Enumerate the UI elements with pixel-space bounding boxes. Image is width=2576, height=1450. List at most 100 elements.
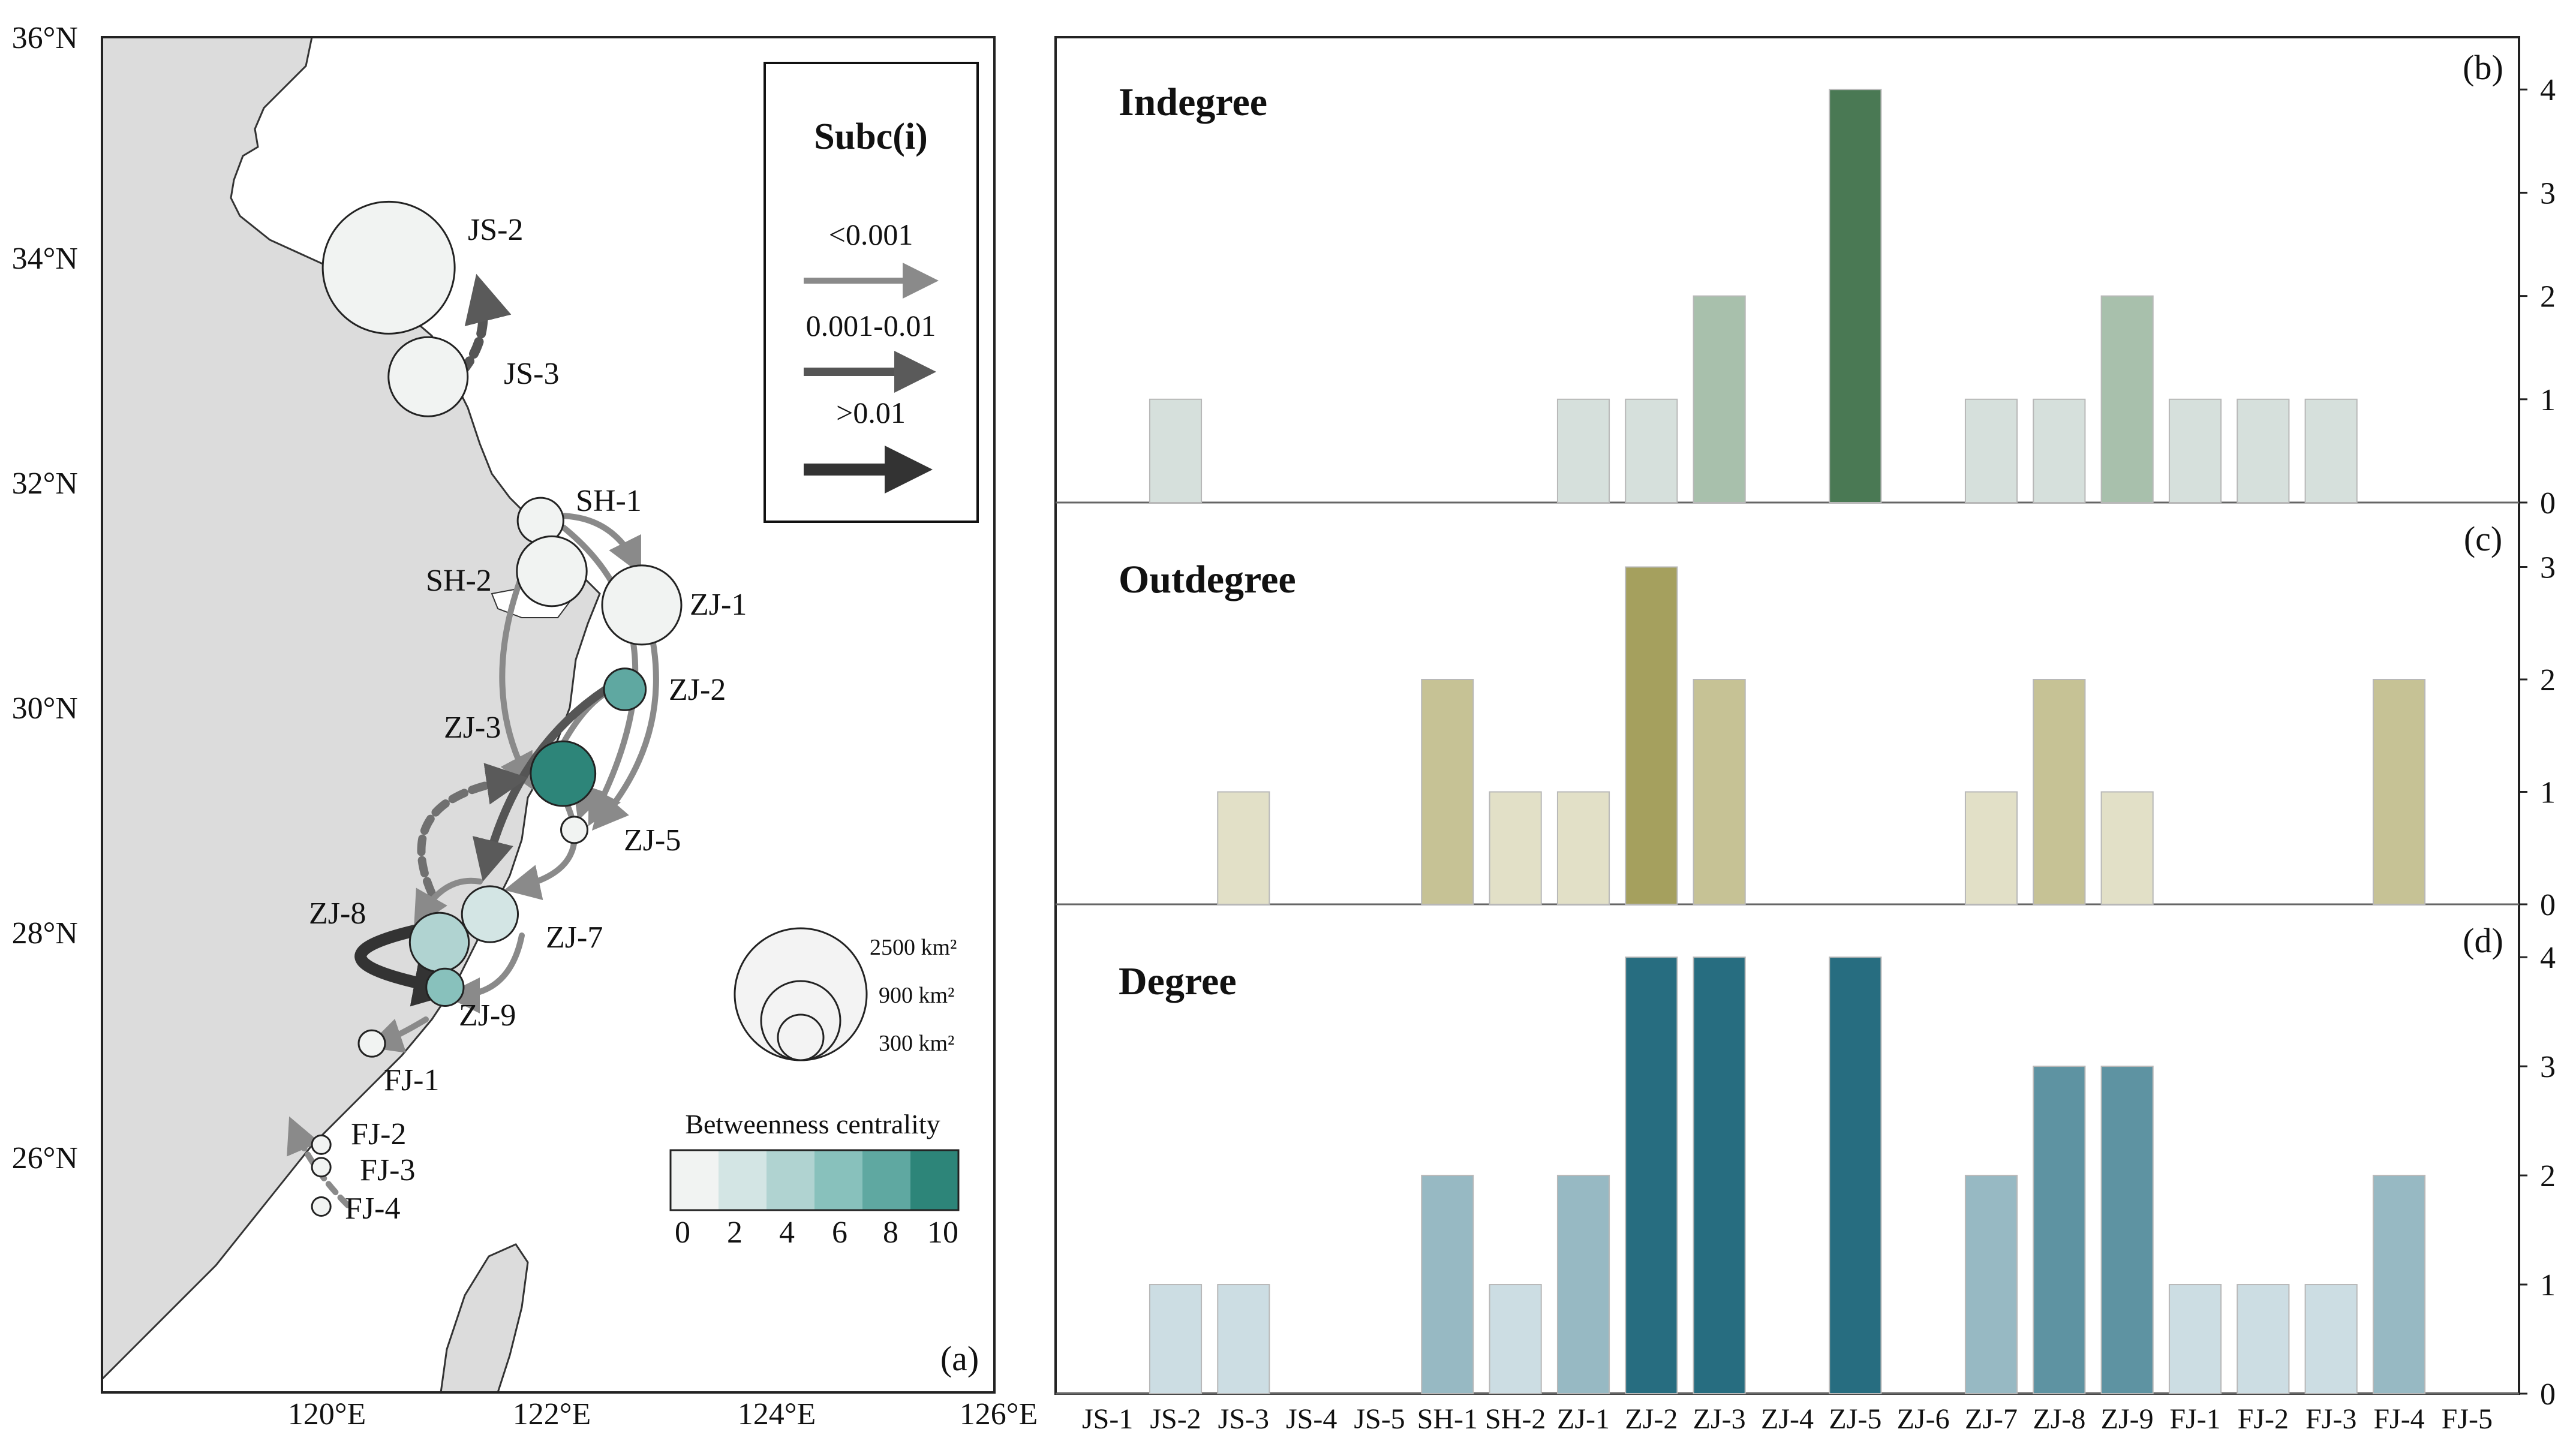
colorbar-cell — [814, 1150, 862, 1210]
panel-label: (b) — [2463, 48, 2503, 87]
x-tick-label: ZJ-8 — [2033, 1403, 2085, 1435]
bar-js-2 — [1149, 398, 1203, 503]
lat-label: 34°N — [12, 242, 78, 276]
node-zj-1 — [601, 564, 683, 646]
arrow-zj2-zj8 — [472, 685, 610, 882]
x-tick-label: ZJ-6 — [1897, 1403, 1950, 1435]
colorbar-cell — [719, 1150, 767, 1210]
node-zj-2 — [603, 667, 647, 711]
x-tick-label: JS-1 — [1082, 1403, 1133, 1435]
x-tick-label: ZJ-3 — [1693, 1403, 1746, 1435]
node-label: ZJ-5 — [624, 823, 681, 858]
lat-label: 28°N — [12, 916, 78, 950]
colorbar-tick: 0 — [675, 1216, 690, 1250]
bar-panels: 0 1 2 3 4 Indegree (b) 0 1 2 3 Outdegree (c) 0 1 2 3 4 Deg… — [1054, 36, 2556, 1435]
bar-zj-5 — [1829, 956, 1882, 1394]
node-label: ZJ-2 — [669, 673, 726, 707]
node-label: FJ-2 — [351, 1117, 406, 1151]
node-js-3 — [387, 336, 469, 417]
bar-fj-2 — [2237, 398, 2290, 503]
x-tick-label: FJ-3 — [2306, 1403, 2356, 1435]
bar-zj-3 — [1693, 956, 1746, 1394]
chart-title: Indegree — [1119, 80, 1267, 124]
bar-frame — [1054, 36, 2520, 1395]
node-label: ZJ-9 — [459, 998, 516, 1033]
lat-label: 26°N — [12, 1141, 78, 1175]
y-tick-label: 2 — [2540, 280, 2556, 314]
colorbar-tick: 10 — [927, 1216, 958, 1250]
node-zj-7 — [461, 885, 519, 943]
node-label: JS-2 — [468, 213, 523, 247]
node-fj-2 — [311, 1134, 332, 1155]
size-legend: 2500 km² 900 km² 300 km² — [734, 927, 957, 1061]
bar-zj-7 — [1964, 791, 2018, 905]
bar-zj-1 — [1556, 398, 1610, 503]
x-tick-label: JS-3 — [1218, 1403, 1269, 1435]
x-tick-label: ZJ-2 — [1625, 1403, 1678, 1435]
chart-title: Degree — [1119, 959, 1237, 1003]
x-tick-label: FJ-1 — [2169, 1403, 2220, 1435]
bar-zj-5 — [1829, 89, 1882, 504]
x-tick-label: ZJ-7 — [1965, 1403, 2018, 1435]
arrow-zj8-zj9 — [354, 923, 462, 1007]
y-tick-label: 4 — [2540, 941, 2556, 975]
y-tick-label: 1 — [2540, 1268, 2556, 1302]
y-tick-label: 0 — [2540, 1377, 2556, 1412]
node-label: ZJ-7 — [546, 920, 603, 955]
node-js-2 — [321, 200, 456, 335]
x-tick-label: ZJ-9 — [2101, 1403, 2154, 1435]
colorbar-tick: 4 — [779, 1216, 795, 1250]
lon-label: 126°E — [960, 1397, 1038, 1431]
bar-zj-2 — [1625, 956, 1678, 1394]
y-tick-label: 1 — [2540, 383, 2556, 417]
bar-zj-8 — [2033, 398, 2086, 503]
colorbar-cell — [862, 1150, 910, 1210]
node-label: ZJ-8 — [309, 897, 366, 931]
arrow-zj7-zj8 — [414, 877, 483, 928]
bar-zj-9 — [2100, 791, 2154, 905]
node-label: SH-1 — [576, 484, 642, 518]
taiwan-island — [440, 1243, 529, 1394]
bar-sh-2 — [1489, 791, 1542, 905]
arrow-sh1-zj5 — [561, 525, 639, 826]
panel-label-a: (a) — [940, 1339, 979, 1378]
bar-chart-degree: 0 1 2 3 4 Degree (d) — [1056, 921, 2556, 1412]
x-tick-label: FJ-2 — [2238, 1403, 2289, 1435]
node-label: FJ-1 — [384, 1063, 439, 1097]
x-tick-label: FJ-4 — [2373, 1403, 2424, 1435]
x-tick-label: JS-4 — [1286, 1403, 1337, 1435]
node-zj-8 — [408, 911, 470, 973]
node-fj-3 — [311, 1157, 332, 1178]
bar-js-2 — [1149, 1284, 1203, 1395]
x-tick-label: ZJ-5 — [1829, 1403, 1881, 1435]
size-legend-label: 300 km² — [879, 1031, 954, 1056]
bar-fj-2 — [2237, 1284, 2290, 1395]
legend-title: Subc(i) — [814, 116, 927, 157]
legend-entry: <0.001 — [829, 218, 913, 251]
map-nodes — [311, 200, 683, 1217]
bar-sh-1 — [1421, 679, 1474, 905]
bar-zj-8 — [2033, 1066, 2086, 1394]
lat-label: 36°N — [12, 21, 78, 55]
subc-legend: Subc(i) <0.001 0.001-0.01 >0.01 — [764, 62, 979, 523]
node-label: FJ-3 — [360, 1153, 415, 1187]
arrow-zj8-zj3 — [417, 763, 528, 898]
arrow-zj7-zj9 — [444, 932, 525, 1013]
bar-sh-2 — [1489, 1284, 1542, 1395]
network-arrows — [287, 273, 659, 1208]
node-label: SH-2 — [426, 564, 492, 598]
size-legend-label: 2500 km² — [870, 935, 957, 960]
y-tick-label: 1 — [2540, 776, 2556, 810]
size-legend-label: 900 km² — [879, 983, 954, 1008]
bar-fj-3 — [2304, 1284, 2358, 1395]
bar-zj-3 — [1693, 295, 1746, 503]
node-label: FJ-4 — [345, 1192, 400, 1226]
node-fj-1 — [357, 1029, 386, 1058]
colorbar-tick: 6 — [832, 1216, 847, 1250]
bar-zj-2 — [1625, 566, 1678, 905]
x-category-labels: JS-1 JS-2 JS-3 JS-4 JS-5 SH-1 SH-2 ZJ-1 ZJ-2 ZJ-3… — [1082, 1403, 2493, 1435]
bar-zj-7 — [1964, 1175, 2018, 1394]
lon-label: 124°E — [738, 1397, 816, 1431]
y-tick-label: 0 — [2540, 888, 2556, 922]
y-tick-label: 3 — [2540, 551, 2556, 585]
